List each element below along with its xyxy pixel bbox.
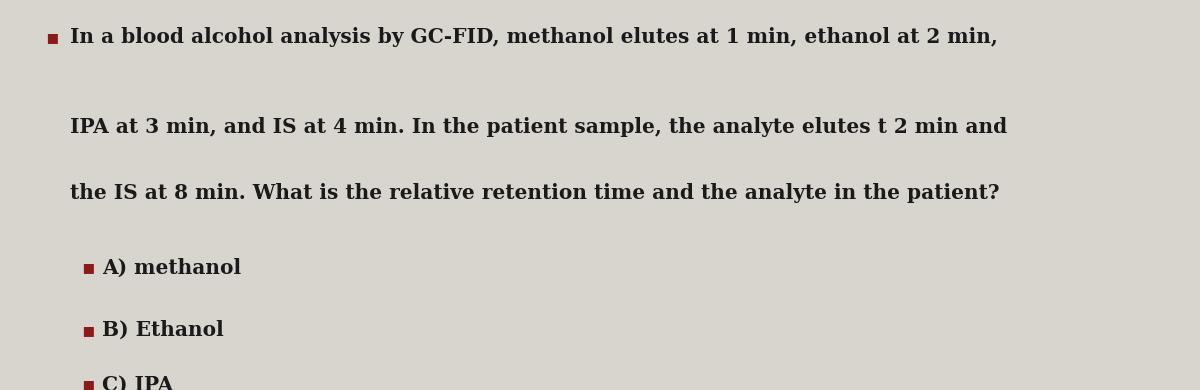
Text: In a blood alcohol analysis by GC-FID, methanol elutes at 1 min, ethanol at 2 mi: In a blood alcohol analysis by GC-FID, m… — [70, 27, 997, 47]
Text: ▪: ▪ — [82, 374, 95, 390]
Text: ▪: ▪ — [82, 257, 95, 277]
Text: ▪: ▪ — [82, 320, 95, 340]
Text: ▪: ▪ — [46, 27, 59, 47]
Text: B) Ethanol: B) Ethanol — [102, 320, 223, 340]
Text: C) IPA: C) IPA — [102, 374, 173, 390]
Text: the IS at 8 min. What is the relative retention time and the analyte in the pati: the IS at 8 min. What is the relative re… — [70, 183, 1000, 203]
Text: A) methanol: A) methanol — [102, 257, 241, 277]
Text: IPA at 3 min, and IS at 4 min. In the patient sample, the analyte elutes t 2 min: IPA at 3 min, and IS at 4 min. In the pa… — [70, 117, 1007, 137]
